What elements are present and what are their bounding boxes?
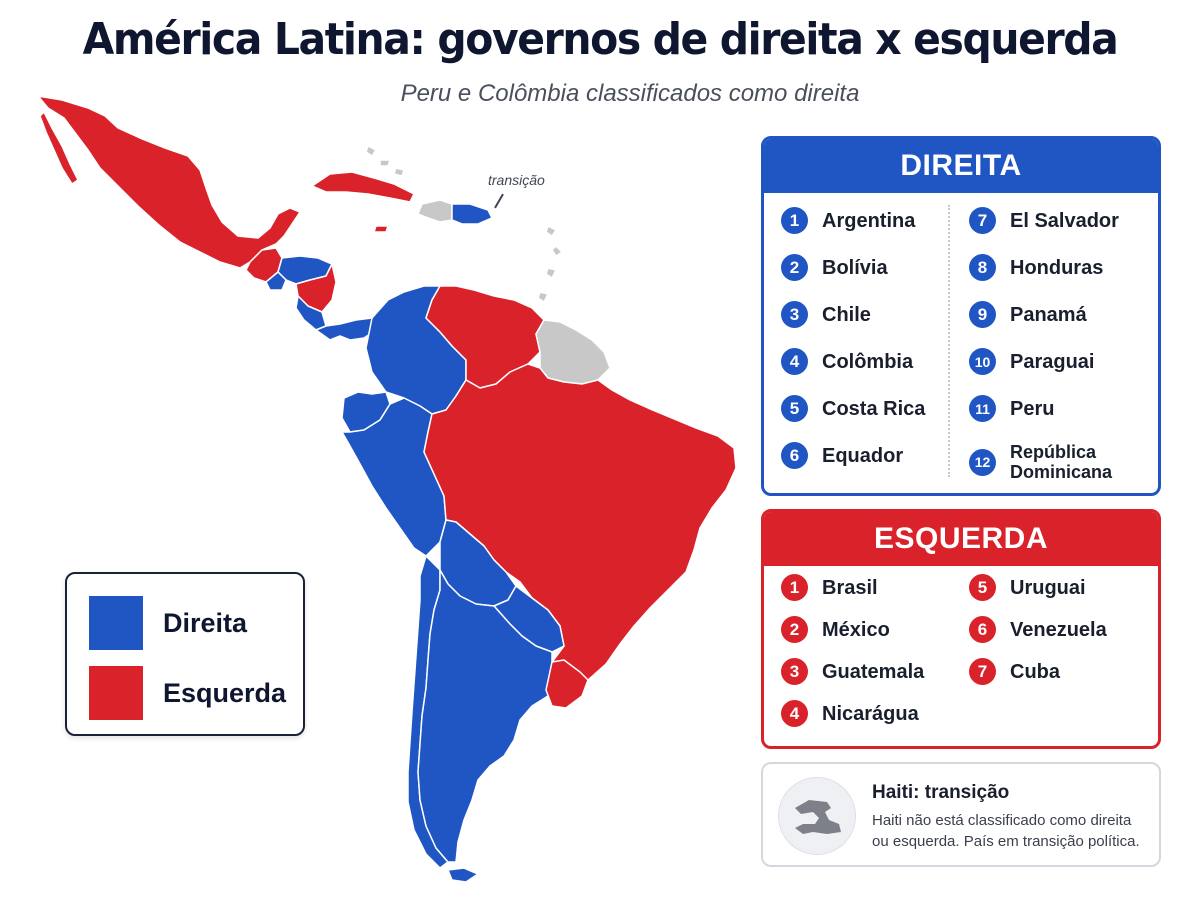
page-subtitle: Peru e Colômbia classificados como direi… — [400, 80, 860, 107]
region-cuba — [311, 171, 415, 233]
item-number-badge: 12 — [969, 448, 996, 476]
legend-label-esquerda: Esquerda — [163, 677, 287, 708]
item-number-badge: 3 — [781, 301, 808, 328]
item-country-name: Colômbia — [822, 350, 914, 373]
esquerda-item: 4 Nicarágua — [781, 700, 919, 727]
direita-item: 7 El Salvador — [969, 207, 1119, 234]
direita-item: 11 Peru — [969, 395, 1054, 422]
esquerda-item: 6 Venezuela — [969, 616, 1107, 643]
haiti-map-icon — [778, 777, 856, 855]
esquerda-item: 5 Uruguai — [969, 574, 1086, 601]
direita-item: 5 Costa Rica — [781, 395, 925, 422]
item-country-name: Honduras — [1010, 256, 1104, 279]
item-country-name: Guatemala — [822, 660, 925, 683]
region-argentina — [417, 569, 559, 863]
haiti-description: Haiti não está classificado como direita… — [872, 812, 1140, 850]
item-country-name: Equador — [822, 444, 904, 467]
region-tierra-del-fuego — [447, 867, 479, 883]
item-country-name: República Dominicana — [1010, 442, 1113, 482]
region-caribbean-islands — [365, 145, 563, 303]
item-country-name: Peru — [1010, 397, 1055, 420]
item-number-badge: 4 — [781, 700, 808, 727]
item-number-badge: 6 — [969, 616, 996, 643]
latin-america-map — [0, 80, 760, 900]
map-transition-label: transição — [488, 172, 545, 188]
direita-item: 3 Chile — [781, 301, 871, 328]
direita-item: 9 Panamá — [969, 301, 1087, 328]
legend-swatch-esquerda — [89, 666, 143, 720]
item-number-badge: 1 — [781, 207, 808, 234]
item-country-name: Chile — [822, 303, 871, 326]
item-country-name: El Salvador — [1010, 209, 1119, 232]
legend-label-direita: Direita — [163, 607, 248, 638]
region-guianas — [535, 319, 611, 385]
item-number-badge: 7 — [969, 658, 996, 685]
item-number-badge: 4 — [781, 348, 808, 375]
esquerda-item: 7 Cuba — [969, 658, 1060, 685]
direita-item: 4 Colômbia — [781, 348, 913, 375]
item-country-name: Venezuela — [1010, 618, 1107, 641]
map-legend: Direita Esquerda — [65, 572, 305, 736]
item-country-name: Costa Rica — [822, 397, 926, 420]
item-country-name: Cuba — [1010, 660, 1060, 683]
direita-divider — [948, 205, 950, 477]
direita-item: 12 República Dominicana — [969, 442, 1140, 482]
esquerda-item: 1 Brasil — [781, 574, 878, 601]
item-number-badge: 8 — [969, 254, 996, 281]
direita-item: 1 Argentina — [781, 207, 915, 234]
region-el-salvador — [265, 271, 287, 291]
legend-item-esquerda: Esquerda — [89, 666, 286, 720]
esquerda-item: 3 Guatemala — [781, 658, 924, 685]
esquerda-item: 2 México — [781, 616, 890, 643]
item-number-badge: 6 — [781, 442, 808, 469]
direita-header: DIREITA — [764, 139, 1158, 193]
legend-item-direita: Direita — [89, 596, 247, 650]
region-uruguai — [545, 659, 589, 709]
item-number-badge: 5 — [781, 395, 808, 422]
region-haiti — [417, 199, 453, 223]
item-country-name: México — [822, 618, 890, 641]
direita-item: 2 Bolívia — [781, 254, 888, 281]
item-number-badge: 2 — [781, 616, 808, 643]
item-number-badge: 10 — [969, 348, 996, 375]
item-number-badge: 11 — [969, 395, 996, 422]
haiti-title: Haiti: transição — [872, 782, 1010, 803]
item-country-name: Argentina — [822, 209, 916, 232]
item-country-name: Paraguai — [1010, 350, 1095, 373]
esquerda-header: ESQUERDA — [764, 512, 1158, 566]
direita-item: 8 Honduras — [969, 254, 1103, 281]
item-number-badge: 2 — [781, 254, 808, 281]
item-number-badge: 3 — [781, 658, 808, 685]
item-country-name: Brasil — [822, 576, 878, 599]
direita-item: 10 Paraguai — [969, 348, 1094, 375]
item-country-name: Panamá — [1010, 303, 1087, 326]
region-republica-dominicana — [451, 203, 493, 225]
item-country-name: Uruguai — [1010, 576, 1086, 599]
haiti-note: Haiti: transição Haiti não está classifi… — [761, 762, 1161, 867]
item-number-badge: 7 — [969, 207, 996, 234]
item-number-badge: 9 — [969, 301, 996, 328]
direita-item: 6 Equador — [781, 442, 903, 469]
direita-panel: DIREITA 1 Argentina 2 Bolívia 3 Chile 4 Colômbi… — [761, 136, 1161, 496]
region-mexico — [37, 95, 301, 269]
page-title: América Latina: governos de direita x es… — [82, 14, 1119, 65]
item-number-badge: 1 — [781, 574, 808, 601]
item-country-name: Bolívia — [822, 256, 888, 279]
esquerda-panel: ESQUERDA 1 Brasil 2 México 3 Guatemala 4 Nicará… — [761, 509, 1161, 749]
item-number-badge: 5 — [969, 574, 996, 601]
item-country-name: Nicarágua — [822, 702, 919, 725]
legend-swatch-direita — [89, 596, 143, 650]
